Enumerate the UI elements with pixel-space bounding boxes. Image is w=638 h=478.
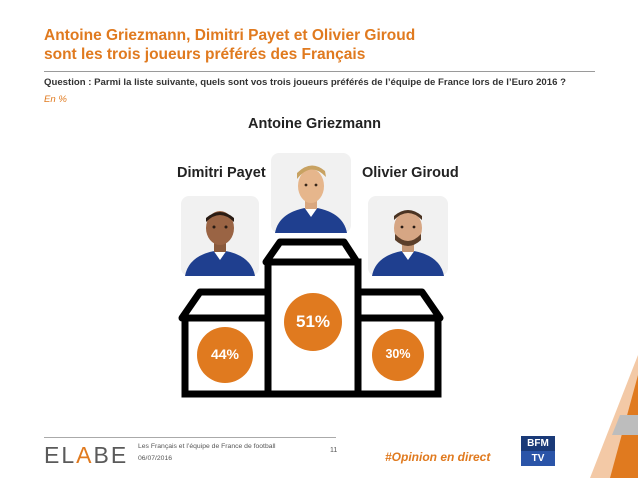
second-place-value: 44%	[210, 346, 240, 362]
first-place-value: 51%	[295, 312, 331, 331]
second-value-circle	[197, 327, 253, 383]
third-step-top	[354, 288, 444, 322]
survey-question: Question : Parmi la liste suivante, quel…	[44, 77, 566, 88]
bfm-logo-top: BFM	[521, 436, 555, 451]
elabe-logo: ELABE	[44, 442, 128, 469]
logo-text-accent: A	[76, 442, 94, 468]
third-place-value: 30%	[385, 347, 411, 361]
bfmtv-logo: BFM TV	[521, 436, 555, 466]
hashtag-label: #Opinion en direct	[385, 450, 491, 464]
logo-text-suffix: BE	[93, 442, 129, 468]
first-place-photo	[271, 153, 351, 233]
second-place-name: Dimitri Payet	[177, 165, 266, 181]
header-divider	[44, 71, 595, 72]
first-value-circle	[284, 293, 342, 351]
footer-study-title: Les Français et l’équipe de France de fo…	[138, 443, 276, 450]
logo-text-prefix: EL	[44, 442, 77, 468]
title-line-1: Antoine Griezmann, Dimitri Payet et Oliv…	[44, 27, 416, 44]
page-title: Antoine Griezmann, Dimitri Payet et Oliv…	[44, 26, 484, 64]
third-place-name: Olivier Giroud	[362, 165, 459, 181]
second-place-photo	[181, 196, 259, 276]
decorative-logo-shape	[590, 355, 638, 478]
first-place-name: Antoine Griezmann	[248, 116, 381, 132]
second-step-top	[178, 288, 272, 322]
third-place-photo	[368, 196, 448, 276]
third-value-circle	[372, 329, 424, 381]
footer-divider	[44, 437, 336, 438]
bfm-logo-bottom: TV	[521, 451, 555, 466]
footer-date: 06/07/2016	[138, 455, 173, 462]
first-step-block	[264, 258, 362, 398]
page-number: 11	[330, 447, 338, 454]
title-line-2: sont les trois joueurs préférés des Fran…	[44, 46, 366, 63]
unit-label: En %	[44, 94, 67, 105]
